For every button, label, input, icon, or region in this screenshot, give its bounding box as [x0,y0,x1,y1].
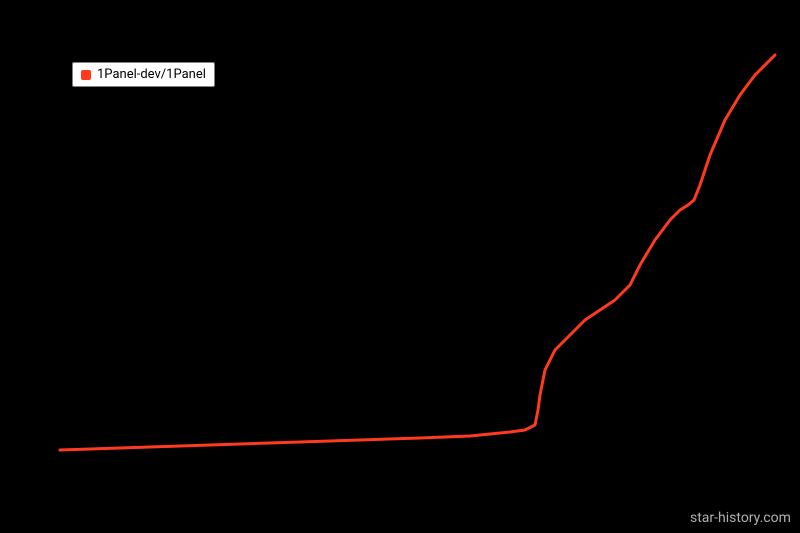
legend-marker-icon [81,70,91,80]
watermark-text: star-history.com [690,510,791,526]
legend-label: 1Panel-dev/1Panel [97,67,206,82]
legend: 1Panel-dev/1Panel [72,62,215,87]
chart-canvas: 1Panel-dev/1Panel star-history.com [0,0,800,533]
